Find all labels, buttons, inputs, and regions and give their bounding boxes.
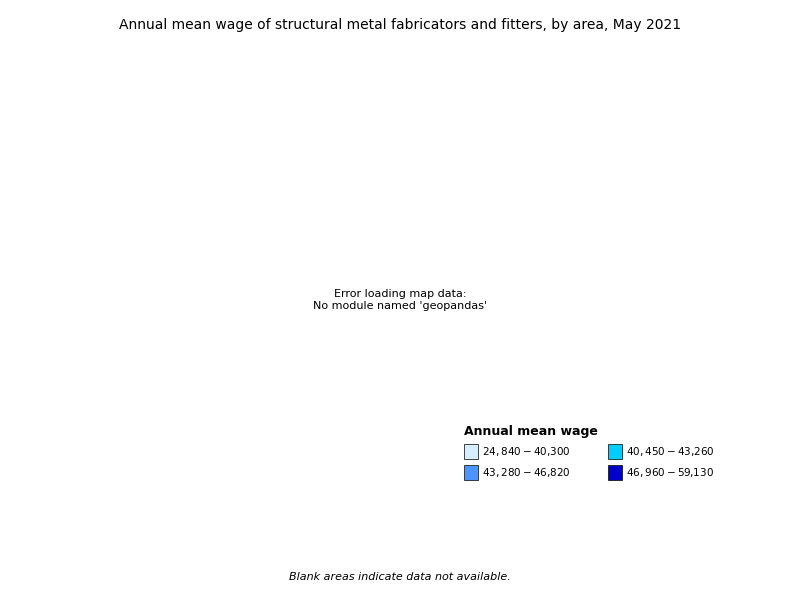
Text: Annual mean wage of structural metal fabricators and fitters, by area, May 2021: Annual mean wage of structural metal fab… <box>119 18 681 32</box>
Text: $40,450 - $43,260: $40,450 - $43,260 <box>626 445 714 458</box>
Text: Error loading map data:
No module named 'geopandas': Error loading map data: No module named … <box>313 289 487 311</box>
Text: Blank areas indicate data not available.: Blank areas indicate data not available. <box>289 572 511 582</box>
Text: Annual mean wage: Annual mean wage <box>464 425 598 438</box>
Text: $43,280 - $46,820: $43,280 - $46,820 <box>482 466 570 479</box>
Text: $46,960 - $59,130: $46,960 - $59,130 <box>626 466 714 479</box>
Text: $24,840 - $40,300: $24,840 - $40,300 <box>482 445 570 458</box>
